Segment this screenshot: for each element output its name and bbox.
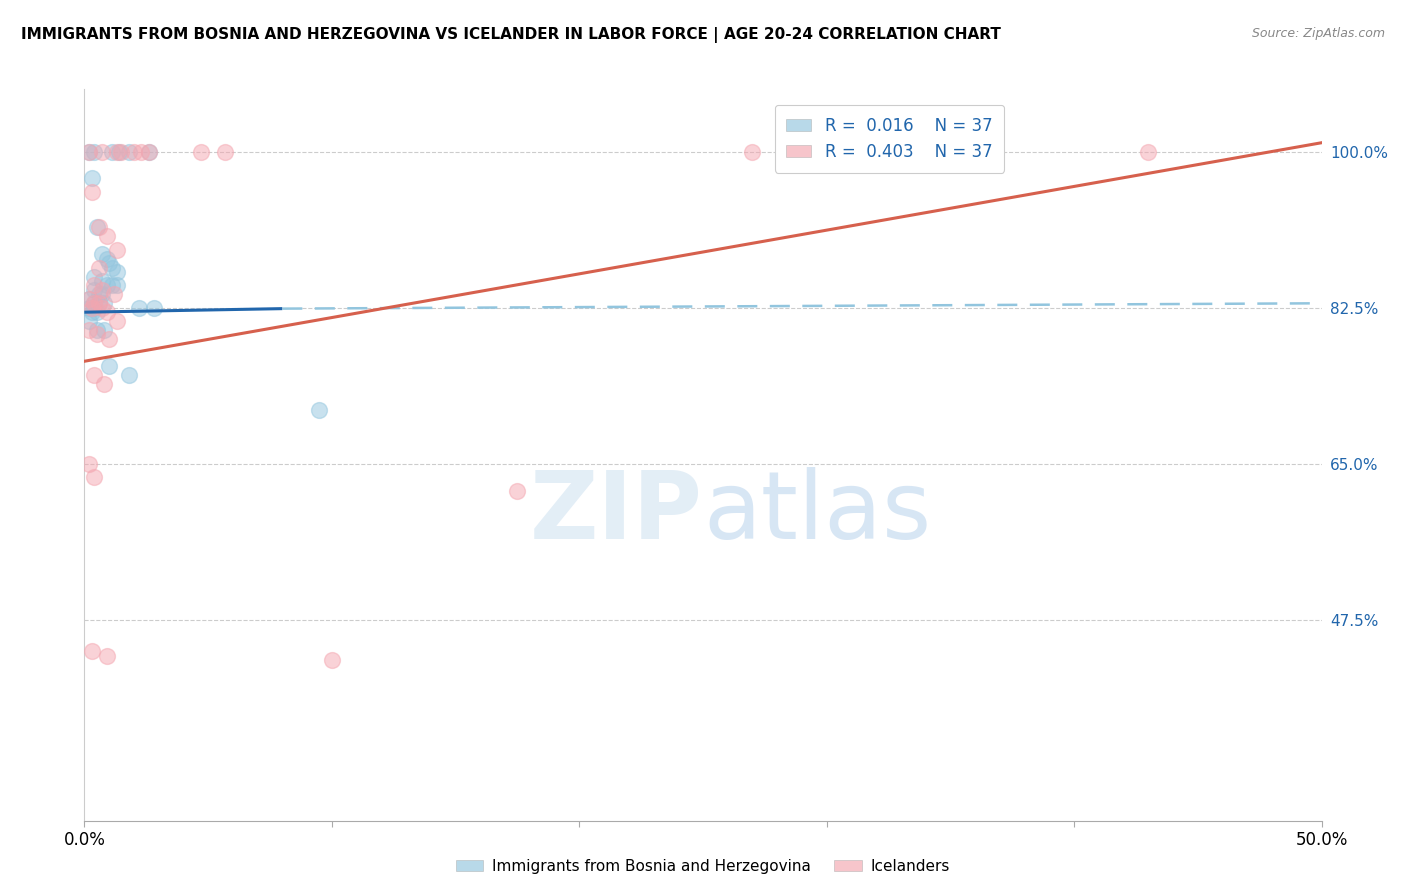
Point (118, 145, 141, 159)
Point (96, 648, 118, 663)
Point (83, 296, 105, 310)
Point (79, 314, 101, 328)
Point (89, 287, 111, 301)
Point (86, 220, 108, 235)
Point (138, 145, 160, 159)
Point (100, 260, 122, 275)
Point (83, 301, 105, 315)
Point (190, 145, 212, 159)
Point (80, 301, 103, 315)
Point (86, 323, 108, 337)
Point (506, 483, 529, 498)
Point (90, 145, 112, 159)
Point (105, 243, 128, 257)
Legend: R =  0.016    N = 37, R =  0.403    N = 37: R = 0.016 N = 37, R = 0.403 N = 37 (775, 105, 1004, 172)
Point (93, 376, 115, 391)
Point (96, 305, 118, 319)
Point (90, 287, 112, 301)
Point (96, 278, 118, 293)
Point (108, 145, 131, 159)
Point (96, 252, 118, 266)
Point (105, 265, 128, 279)
Point (79, 145, 101, 159)
Point (79, 301, 101, 315)
Point (90, 247, 112, 261)
Point (100, 278, 122, 293)
Point (214, 145, 236, 159)
Point (1137, 145, 1160, 159)
Point (96, 229, 118, 244)
Point (100, 145, 122, 159)
Point (103, 287, 125, 301)
Point (79, 292, 101, 306)
Point (98, 256, 121, 270)
Point (83, 368, 105, 382)
Point (80, 305, 103, 319)
Point (89, 296, 111, 310)
Point (79, 323, 101, 337)
Point (83, 470, 105, 484)
Point (89, 220, 111, 235)
Point (138, 145, 160, 159)
Point (105, 145, 128, 159)
Point (93, 323, 115, 337)
Point (86, 305, 108, 319)
Point (83, 283, 105, 297)
Point (122, 145, 145, 159)
Point (89, 296, 111, 310)
Point (79, 292, 101, 306)
Point (80, 644, 103, 658)
Point (308, 403, 330, 417)
Point (98, 359, 121, 373)
Point (129, 145, 152, 159)
Legend: Immigrants from Bosnia and Herzegovina, Icelanders: Immigrants from Bosnia and Herzegovina, … (450, 853, 956, 880)
Point (741, 145, 763, 159)
Point (105, 314, 128, 328)
Point (90, 301, 112, 315)
Point (83, 269, 105, 284)
Point (110, 145, 132, 159)
Text: Source: ZipAtlas.com: Source: ZipAtlas.com (1251, 27, 1385, 40)
Point (83, 145, 105, 159)
Point (118, 368, 141, 382)
Point (83, 278, 105, 293)
Point (321, 653, 343, 667)
Point (86, 327, 108, 342)
Point (80, 171, 103, 186)
Point (90, 274, 112, 288)
Point (142, 301, 165, 315)
Point (98, 332, 121, 346)
Point (105, 278, 128, 293)
Point (79, 145, 101, 159)
Text: atlas: atlas (703, 467, 931, 559)
Point (80, 185, 103, 199)
Text: ZIP: ZIP (530, 467, 703, 559)
Point (93, 296, 115, 310)
Point (83, 296, 105, 310)
Point (89, 260, 111, 275)
Point (128, 301, 150, 315)
Text: IMMIGRANTS FROM BOSNIA AND HERZEGOVINA VS ICELANDER IN LABOR FORCE | AGE 20-24 C: IMMIGRANTS FROM BOSNIA AND HERZEGOVINA V… (21, 27, 1001, 43)
Point (90, 283, 112, 297)
Point (79, 457, 101, 471)
